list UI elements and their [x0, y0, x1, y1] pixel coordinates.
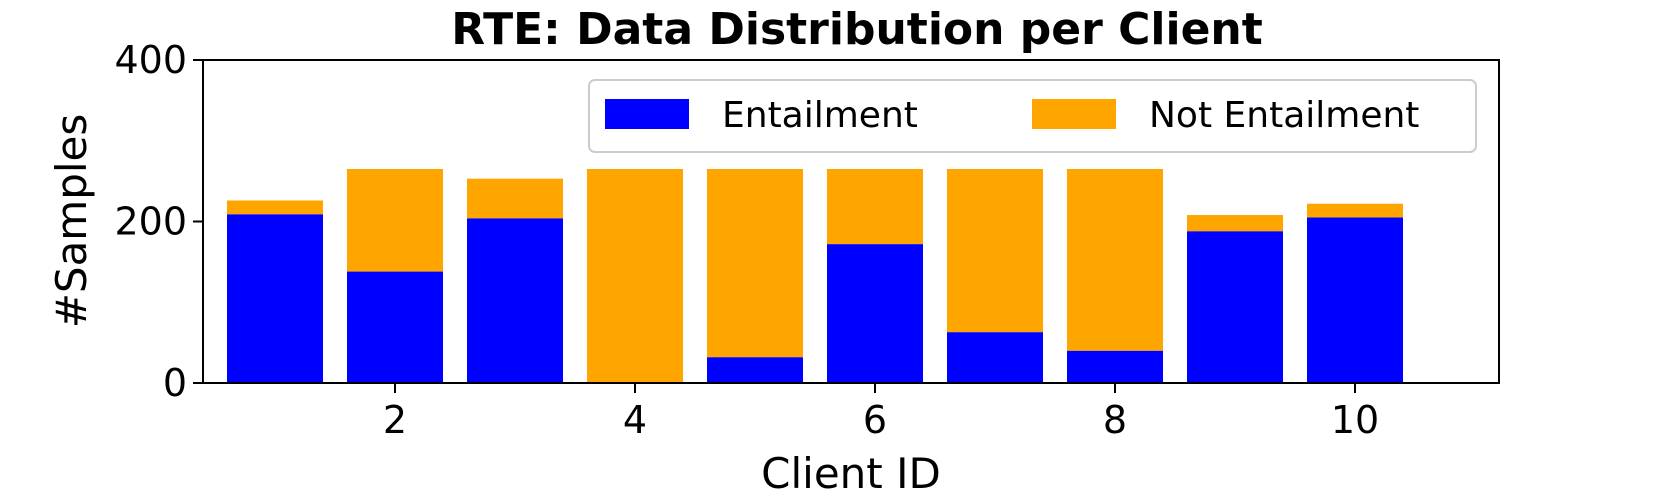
bar-client-1-entailment — [227, 214, 323, 383]
x-tick-label-10: 10 — [1331, 398, 1379, 442]
axis-ticks: 2 4 6 8 10 0 200 400 — [114, 38, 1379, 442]
bar-client-6-entailment — [827, 244, 923, 383]
bar-client-2-not-entailment — [347, 169, 443, 272]
bar-client-5-not-entailment — [707, 169, 803, 358]
legend-swatch-entailment — [605, 99, 689, 129]
bar-client-1-not-entailment — [227, 200, 323, 215]
bars-layer — [227, 169, 1403, 383]
y-axis-label: #Samples — [47, 114, 96, 329]
bar-client-8-not-entailment — [1067, 169, 1163, 351]
bar-client-3-entailment — [467, 218, 563, 383]
bar-client-4-not-entailment — [587, 169, 683, 383]
chart-title: RTE: Data Distribution per Client — [451, 4, 1263, 55]
bar-client-7-entailment — [947, 332, 1043, 383]
bar-client-9-not-entailment — [1187, 215, 1283, 232]
x-tick-label-8: 8 — [1103, 398, 1127, 442]
bar-client-5-entailment — [707, 357, 803, 383]
x-tick-label-2: 2 — [383, 398, 407, 442]
bar-client-2-entailment — [347, 271, 443, 383]
bar-client-9-entailment — [1187, 231, 1283, 383]
bar-client-6-not-entailment — [827, 169, 923, 245]
bar-client-8-entailment — [1067, 350, 1163, 383]
y-tick-label-200: 200 — [114, 200, 187, 244]
x-tick-label-6: 6 — [863, 398, 887, 442]
y-tick-label-0: 0 — [163, 361, 187, 405]
bar-client-10-entailment — [1307, 217, 1403, 383]
legend-swatch-not-entailment — [1032, 99, 1116, 129]
y-tick-label-400: 400 — [114, 38, 187, 82]
legend-label-entailment: Entailment — [722, 95, 918, 136]
bar-client-7-not-entailment — [947, 169, 1043, 333]
x-axis-label: Client ID — [761, 449, 941, 498]
bar-client-10-not-entailment — [1307, 203, 1403, 218]
legend: Entailment Not Entailment — [588, 79, 1477, 153]
x-tick-label-4: 4 — [623, 398, 647, 442]
bar-client-3-not-entailment — [467, 178, 563, 219]
legend-label-not-entailment: Not Entailment — [1149, 95, 1419, 136]
